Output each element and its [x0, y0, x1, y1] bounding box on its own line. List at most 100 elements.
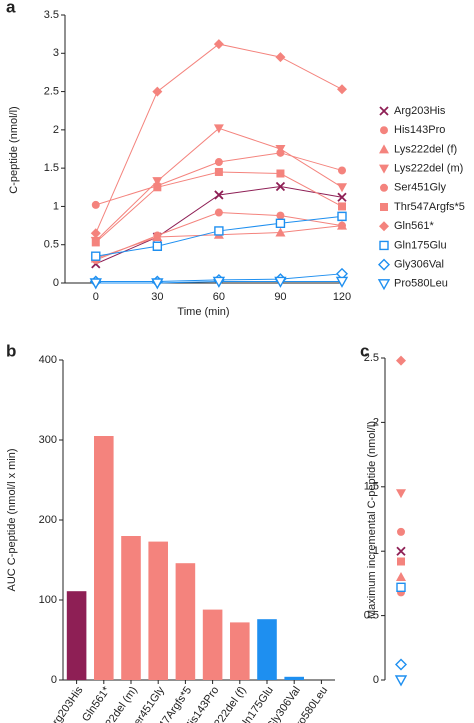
marker [152, 177, 163, 187]
marker [380, 183, 388, 192]
marker [397, 527, 405, 536]
legend-label: Gly306Val [394, 259, 444, 271]
marker [377, 279, 391, 291]
marker [212, 276, 226, 288]
marker [214, 167, 223, 176]
marker [395, 658, 407, 671]
x-tick-label: 0 [93, 291, 99, 303]
marker [152, 241, 163, 251]
marker [276, 169, 285, 178]
x-tick-label: 60 [213, 291, 225, 303]
legend-label: Lys222del (m) [394, 163, 463, 175]
marker [337, 192, 347, 202]
marker [90, 228, 101, 239]
marker [379, 164, 389, 174]
legend-label: His143Pro [394, 124, 445, 136]
marker [337, 220, 347, 230]
marker [338, 166, 346, 175]
marker [379, 221, 389, 232]
marker [214, 190, 224, 200]
marker [337, 211, 347, 222]
marker [379, 106, 389, 116]
marker [275, 227, 286, 237]
legend-label: Lys222del (f) [394, 143, 457, 155]
x-tick-label: 90 [274, 291, 286, 303]
y-tick-label: 2 [373, 416, 379, 428]
y-tick-label: 1 [53, 200, 59, 212]
panel-label: c [360, 341, 369, 360]
y-tick-label: 0.5 [364, 610, 379, 622]
y-tick-label: 100 [39, 594, 57, 606]
marker [396, 582, 406, 592]
legend-label: Arg203His [394, 105, 446, 117]
marker [274, 276, 287, 288]
bar [94, 436, 114, 680]
marker [91, 200, 100, 209]
y-tick-label: 0 [53, 277, 59, 289]
marker [275, 218, 286, 228]
marker [152, 86, 163, 97]
marker [214, 208, 223, 217]
y-tick-label: 1.5 [44, 162, 59, 174]
bar [66, 591, 87, 680]
y-axis-title: AUC C-peptide (nmol/l x min) [6, 448, 18, 591]
marker [335, 276, 349, 288]
marker [213, 39, 224, 50]
bar [284, 676, 304, 680]
x-axis-title: Time (min) [177, 306, 229, 318]
panel-label: b [6, 341, 16, 360]
legend-label: Gln561* [394, 220, 434, 232]
marker [91, 251, 101, 261]
bar [257, 619, 277, 680]
y-tick-label: 2.5 [44, 85, 59, 97]
marker [337, 183, 347, 193]
x-tick-label: 120 [333, 291, 351, 303]
marker [91, 238, 100, 247]
marker [394, 675, 408, 687]
series-line [95, 186, 343, 265]
marker [338, 202, 346, 211]
marker [396, 571, 406, 581]
legend-label: Thr547Argfs*5 [394, 201, 465, 213]
marker [380, 203, 388, 211]
marker [214, 226, 224, 236]
y-tick-label: 2.5 [364, 352, 379, 364]
y-tick-label: 3.5 [44, 9, 59, 21]
y-tick-label: 3 [53, 47, 59, 59]
y-axis-title: Maximum incremental C-peptide (nmol/l) [366, 421, 378, 619]
marker [152, 232, 163, 242]
marker [214, 158, 223, 167]
y-tick-label: 400 [39, 354, 57, 366]
marker [153, 183, 162, 192]
marker [380, 126, 388, 135]
marker [378, 258, 390, 271]
legend-label: Pro580Leu [394, 278, 448, 290]
marker [275, 52, 286, 63]
series-line [95, 127, 343, 242]
y-tick-label: 0 [51, 674, 57, 686]
legend-label: Gln175Glu [394, 239, 447, 251]
y-tick-label: 2 [53, 124, 59, 136]
bar [230, 622, 250, 680]
marker [276, 148, 285, 157]
marker [337, 84, 347, 95]
y-axis-title: C-peptide (nmol/l) [8, 106, 20, 193]
marker [379, 240, 389, 251]
marker [379, 144, 389, 154]
bar [148, 541, 168, 680]
marker [396, 489, 406, 499]
marker [396, 355, 406, 366]
legend-label: Ser451Gly [394, 182, 446, 194]
marker [89, 278, 102, 290]
panel-label: a [6, 0, 16, 16]
y-tick-label: 300 [39, 434, 57, 446]
marker [151, 278, 164, 290]
bar [121, 536, 141, 680]
marker [213, 124, 224, 134]
y-tick-label: 1 [373, 545, 379, 557]
marker [275, 181, 286, 192]
y-tick-label: 1.5 [364, 481, 379, 493]
marker [397, 557, 405, 566]
bar [175, 563, 196, 680]
